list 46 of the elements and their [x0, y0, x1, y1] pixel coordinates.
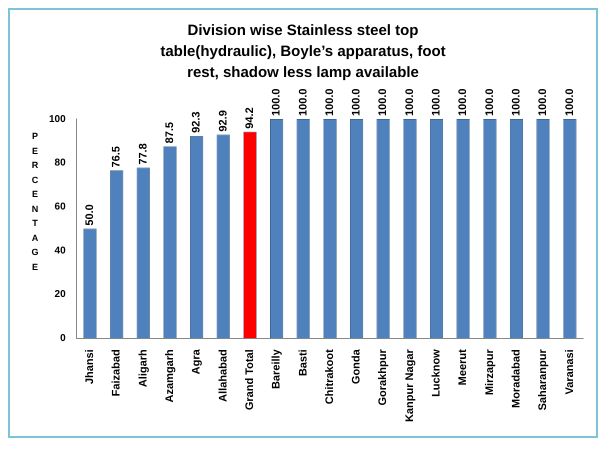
x-tick-label: Mirzapur — [484, 348, 496, 396]
data-label: 100.0 — [377, 88, 390, 116]
x-tick-label: Meerut — [457, 348, 470, 386]
x-tick-label: Kanpur Nagar — [404, 348, 416, 422]
data-label: 100.0 — [324, 88, 336, 116]
data-label: 87.5 — [164, 122, 176, 144]
x-tick-label: Faizabad — [110, 349, 123, 396]
data-label: 94.2 — [244, 107, 256, 129]
data-label: 92.9 — [217, 110, 230, 132]
data-label: 100.0 — [430, 88, 443, 116]
x-tick-label: Allahabad — [217, 349, 230, 402]
data-label: 100.0 — [297, 88, 310, 116]
y-tick-label: 40 — [54, 245, 66, 256]
x-tick-label: Saharanpur — [537, 348, 550, 410]
data-label: 100.0 — [457, 88, 470, 116]
data-label: 100.0 — [484, 88, 496, 116]
data-label: 77.8 — [137, 143, 150, 165]
x-tick-label: Azamgarh — [164, 348, 176, 402]
x-tick-label: Varanasi — [564, 349, 576, 395]
x-tick-label: Bareilly — [270, 348, 283, 390]
data-label: 100.0 — [564, 88, 576, 116]
chart-title: Division wise Stainless steel top table(hydraulic), Boyle’s apparatus, foot rest, shadow less lamp available — [159, 21, 447, 83]
data-label: 76.5 — [110, 146, 123, 168]
x-tick-label: Jhansi — [84, 349, 96, 384]
x-tick-label: Gorakhpur — [377, 348, 390, 406]
x-tick-label: Gonda — [350, 348, 363, 384]
data-label: 92.3 — [190, 111, 203, 133]
data-label: 100.0 — [404, 88, 416, 116]
y-tick-label: 0 — [60, 333, 66, 344]
y-tick-label: 20 — [54, 289, 66, 300]
y-tick-label: 60 — [54, 201, 66, 212]
x-tick-label: Agra — [190, 348, 203, 374]
x-tick-label: Aligarh — [137, 348, 150, 388]
x-tick-label: Chitrakoot — [324, 348, 336, 404]
x-tick-label: Lucknow — [430, 348, 443, 397]
y-tick-label: 80 — [54, 158, 66, 169]
data-label: 100.0 — [537, 88, 550, 116]
x-tick-label: Grand Total — [244, 349, 256, 410]
x-tick-label: Basti — [297, 349, 310, 376]
x-tick-label: Moradabad — [510, 349, 523, 408]
y-tick-label: 100 — [48, 114, 66, 125]
data-label: 100.0 — [350, 88, 363, 116]
data-label: 100.0 — [510, 88, 523, 116]
text: PERCENTAGE — [31, 131, 38, 272]
data-label: 50.0 — [84, 204, 96, 226]
data-label: 100.0 — [270, 88, 283, 116]
